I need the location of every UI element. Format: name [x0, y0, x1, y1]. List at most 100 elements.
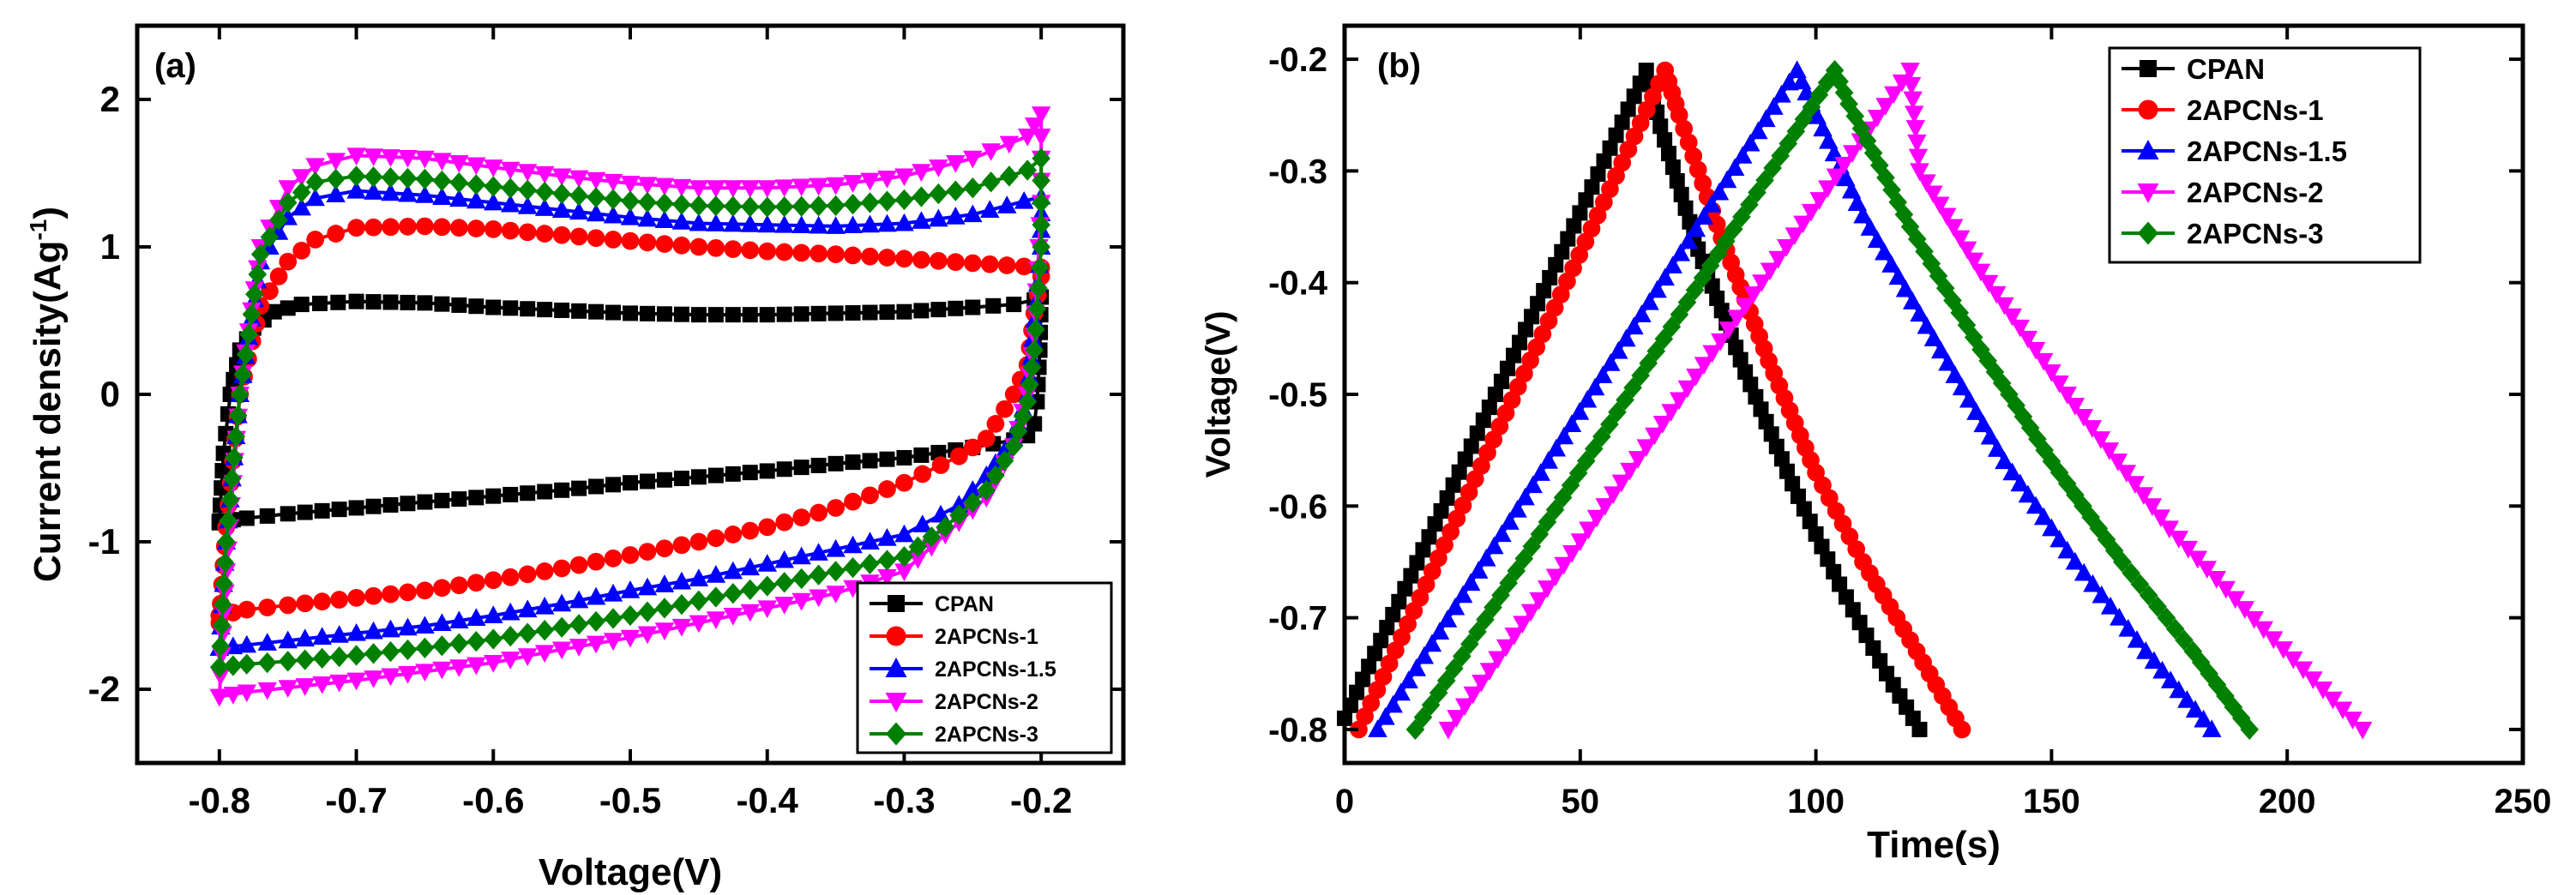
panel-b-data-point: [1973, 414, 1993, 433]
panel-b-data-point: [1834, 156, 1854, 175]
panel-a-data-point: [398, 639, 418, 661]
panel-b-data-point: [1677, 200, 1694, 216]
panel-a-data-point: [449, 610, 469, 629]
panel-b-data-point: [1452, 646, 1472, 667]
panel-b-data-point: [1832, 576, 1848, 592]
panel-b-data-point: [1423, 562, 1441, 580]
panel-a-data-point: [689, 180, 709, 198]
panel-a-data-point: [214, 573, 233, 594]
panel-a-data-point: [963, 254, 982, 273]
panel-a-data-point: [774, 214, 794, 233]
panel-b-data-point: [1677, 291, 1697, 313]
panel-a-data-point: [774, 195, 794, 218]
panel-b-data-point: [1995, 451, 2014, 470]
panel-b-data-point: [1414, 646, 1435, 664]
panel-b-data-point: [1387, 641, 1405, 660]
panel-a-data-point: [257, 682, 277, 700]
panel-b-data-point: [2010, 473, 2031, 492]
panel-a-data-point: [1018, 159, 1037, 181]
panel-a-data-point: [468, 298, 485, 315]
panel-a-data-point: [936, 516, 955, 538]
panel-b-data-point: [1546, 438, 1567, 457]
panel-a-data-point: [828, 455, 844, 472]
panel-a-data-point: [963, 150, 983, 169]
panel-b-data-point: [1839, 93, 1858, 115]
panel-a-data-point: [723, 180, 743, 198]
panel-a-data-point: [587, 187, 605, 208]
panel-b-data-point: [1686, 369, 1706, 387]
panel-a-data-point: [877, 190, 897, 212]
panel-a-data-point: [725, 466, 741, 482]
panel-a-data-point: [637, 626, 658, 645]
panel-b-data-point: [1542, 269, 1558, 285]
panel-a-data-point: [826, 195, 846, 216]
panel-b-data-point: [2142, 498, 2163, 517]
panel-a-y-axis-label-close: ): [27, 207, 69, 219]
panel-b-data-point: [2033, 352, 2054, 371]
panel-a-data-point: [810, 244, 828, 263]
panel-a-data-point: [238, 510, 255, 526]
panel-b-data-point: [2083, 574, 2103, 592]
panel-b-data-point: [1858, 628, 1875, 644]
panel-a-data-point: [364, 182, 383, 200]
panel-b-data-point: [1701, 195, 1722, 213]
panel-a-data-point: [860, 214, 880, 233]
panel-a-data-point: [913, 303, 930, 319]
panel-a-x-tick-label: -0.2: [1010, 780, 1072, 820]
panel-b-legend-label: 2APCNs-1: [2187, 94, 2324, 126]
panel-a-data-point: [707, 238, 725, 257]
panel-b-data-point: [1472, 674, 1491, 693]
panel-a-data-point: [757, 600, 777, 619]
panel-a-data-point: [233, 363, 253, 385]
panel-a-data-point: [449, 659, 469, 677]
panel-b-legend-item: CPAN: [2122, 53, 2265, 85]
panel-b-data-point: [2177, 690, 2197, 708]
panel-a-data-point: [587, 229, 605, 248]
panel-b-data-point: [1515, 487, 1535, 506]
panel-b-data-point: [1728, 339, 1744, 356]
panel-b-data-point: [1717, 170, 1737, 189]
panel-b-data-point: [1801, 203, 1821, 222]
panel-b-data-point: [2130, 574, 2150, 595]
panel-b-data-point: [1561, 475, 1580, 496]
panel-b-data-point: [1538, 511, 1557, 533]
panel-b-data-point: [1640, 291, 1659, 310]
panel-a-data-point: [534, 645, 555, 664]
panel-a-data-point: [517, 164, 538, 182]
panel-b-data-point: [1551, 285, 1570, 303]
panel-a-data-point: [671, 178, 692, 197]
panel-a-data-point: [501, 177, 521, 199]
panel-b-legend-marker: [2137, 140, 2159, 159]
panel-a-data-point: [913, 447, 930, 463]
panel-b-data-point: [1670, 105, 1688, 124]
panel-a-data-point: [758, 518, 777, 537]
panel-b-data-point: [1466, 470, 1484, 489]
panel-a-data-point: [500, 194, 521, 213]
panel-a-data-point: [689, 590, 708, 611]
panel-b-data-point: [1957, 241, 1977, 260]
panel-a-data-point: [723, 195, 743, 217]
panel-a-data-point: [671, 212, 692, 230]
panel-b-data-point: [1647, 279, 1667, 298]
panel-a-data-point: [257, 633, 277, 651]
panel-a-x-tick-label: -0.6: [462, 780, 524, 820]
panel-b-data-point: [1694, 174, 1712, 193]
panel-b-y-tick-label: -0.5: [1268, 376, 1327, 414]
panel-b-data-point: [1992, 372, 2012, 394]
panel-a-data-point: [810, 305, 827, 321]
panel-b-data-point: [2169, 531, 2189, 549]
panel-a-data-point: [364, 218, 382, 237]
panel-b-data-point: [2118, 618, 2138, 637]
panel-a-data-point: [946, 154, 966, 173]
panel-b-series-4: [1405, 59, 2260, 741]
panel-b-data-point: [1742, 376, 1759, 393]
panel-b-data-point: [2194, 709, 2213, 728]
panel-b-data-point: [1802, 514, 1818, 530]
panel-b-data-point: [1685, 279, 1705, 301]
panel-a-data-point: [466, 657, 486, 676]
panel-a-series-group: [209, 106, 1051, 707]
panel-b-data-point: [2073, 562, 2094, 581]
panel-a-data-point: [211, 635, 230, 657]
panel-b-data-point: [1779, 463, 1796, 479]
panel-a-y-axis-label-main: Current density(Ag: [27, 241, 69, 582]
